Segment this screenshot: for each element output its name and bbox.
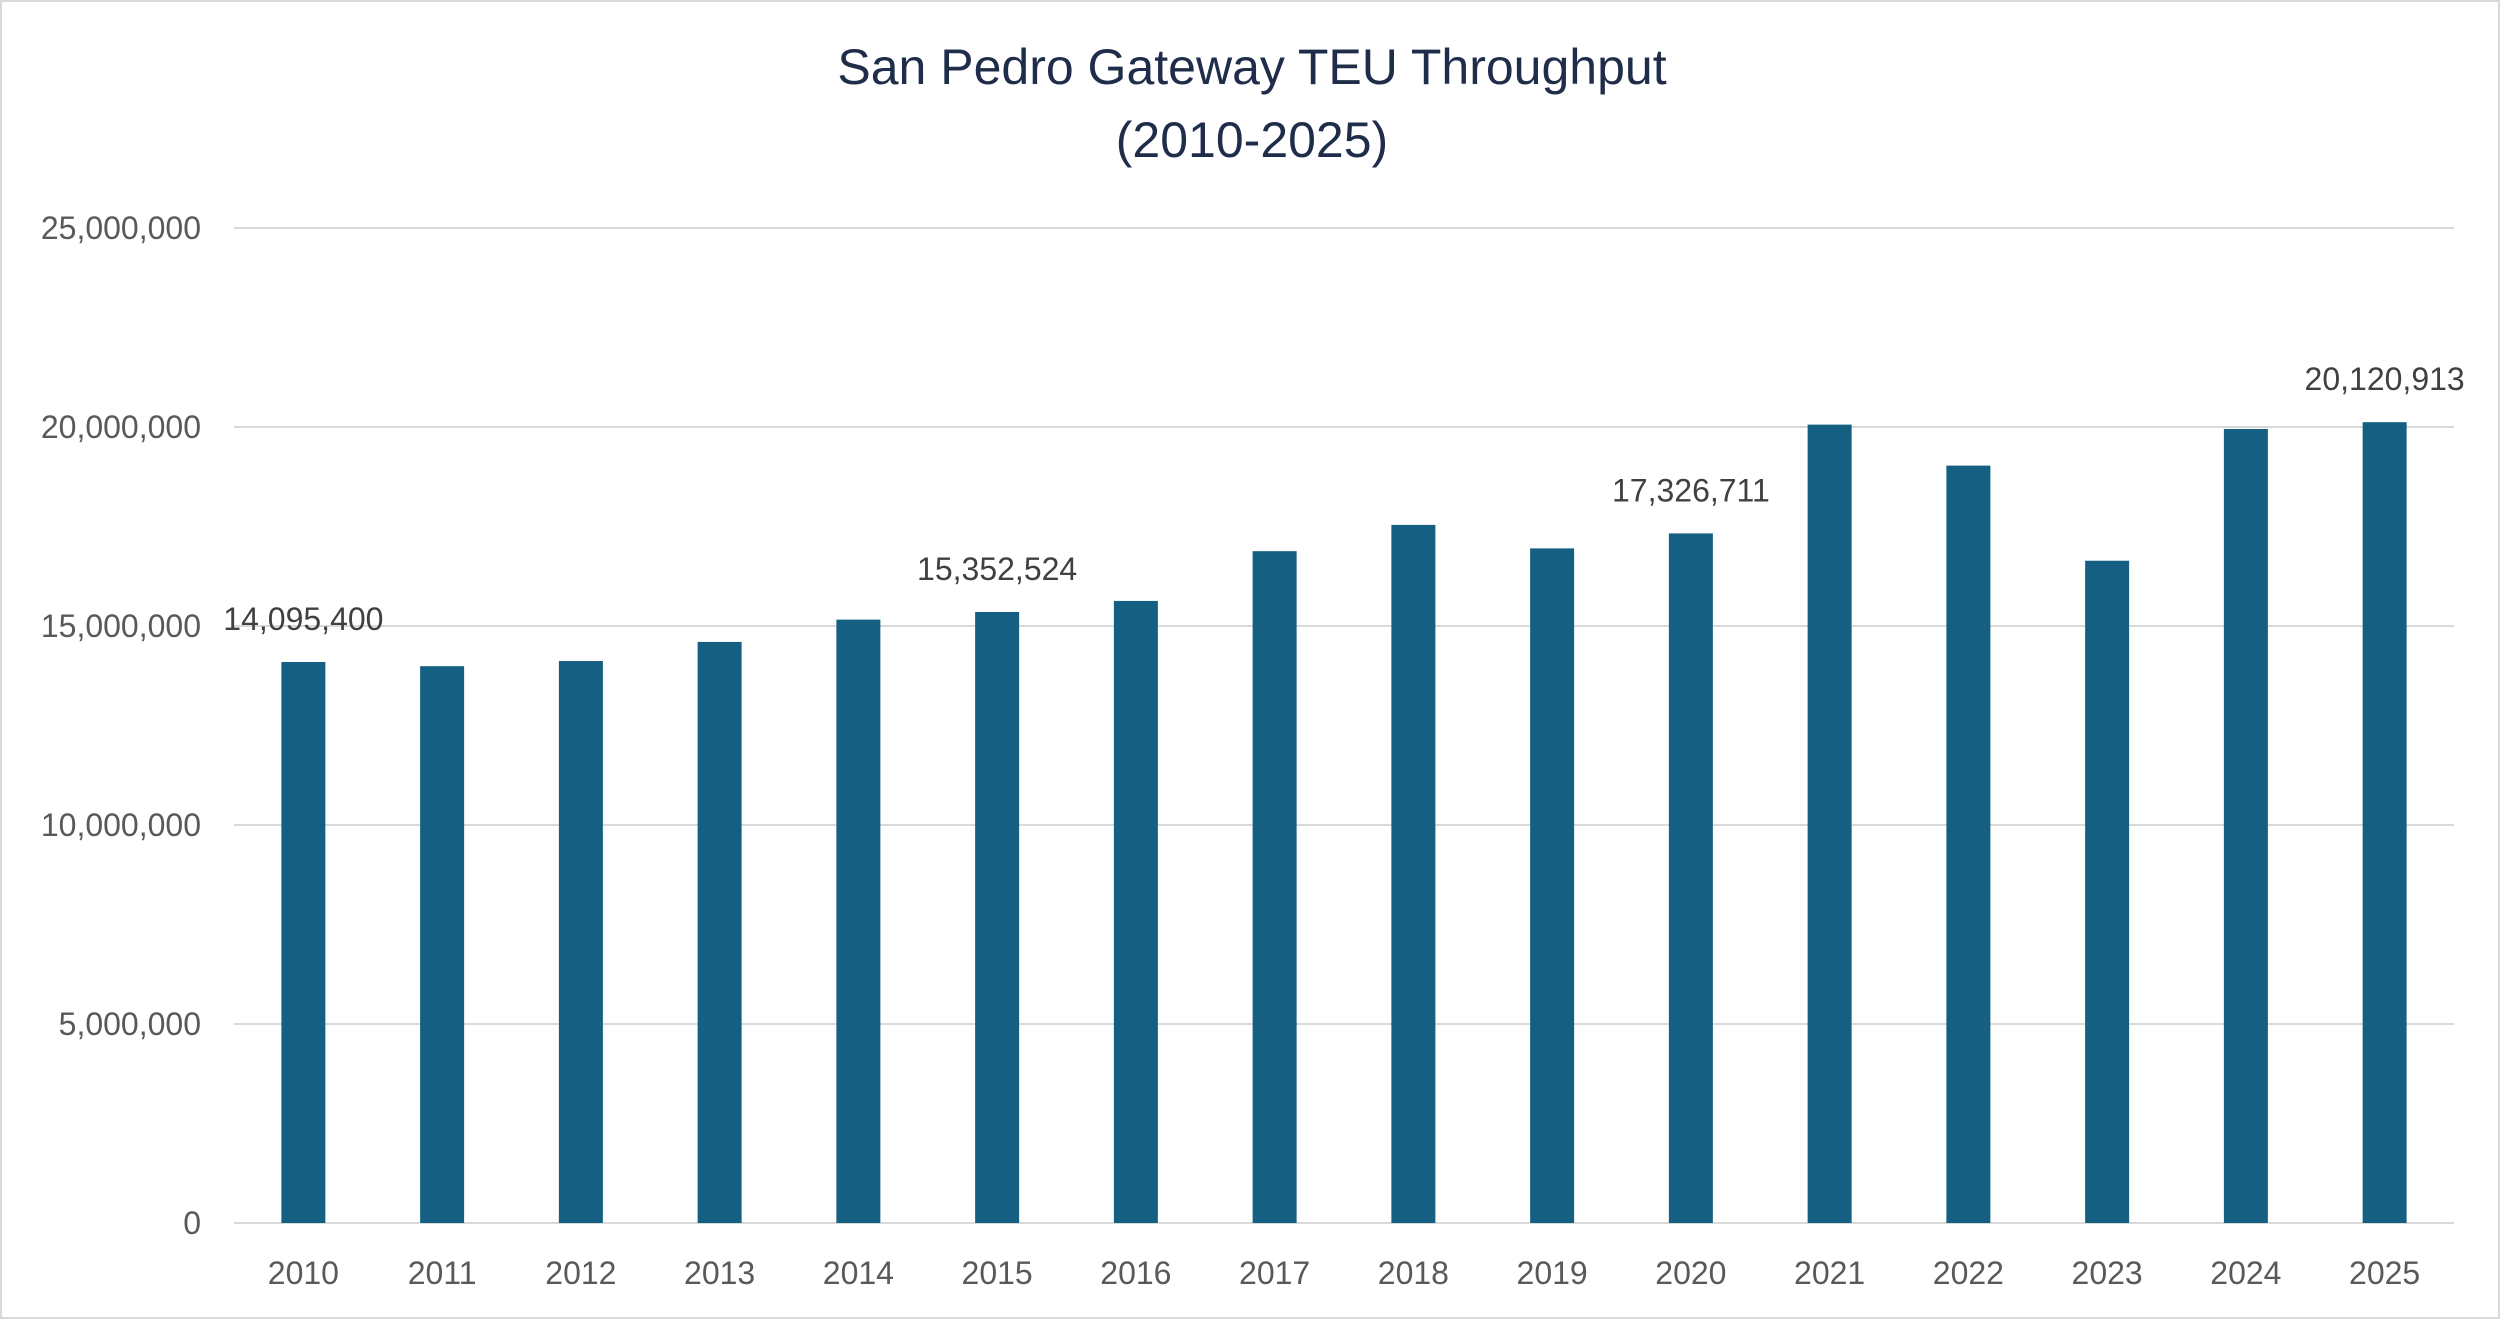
x-tick-label: 2019 [1517,1255,1588,1291]
bar-2010 [281,662,326,1223]
x-tick-label: 2022 [1933,1255,2004,1291]
y-tick-label: 5,000,000 [59,1006,201,1042]
bar-2025 [2362,422,2407,1224]
bar-2022 [1946,465,1991,1224]
bar-2011 [420,666,465,1223]
x-tick-label: 2020 [1655,1255,1726,1291]
chart-title-line-2: (2010-2025) [1116,112,1388,168]
bar-2021 [1807,424,1852,1223]
x-tick-label: 2024 [2210,1255,2281,1291]
y-tick-label: 15,000,000 [41,608,201,644]
x-tick-label: 2016 [1100,1255,1171,1291]
bar-2018 [1391,524,1436,1223]
bar-2023 [2085,560,2130,1223]
data-label: 14,095,400 [223,601,383,637]
gridlines [234,227,2454,1224]
x-tick-label: 2014 [823,1255,894,1291]
x-tick-label: 2013 [684,1255,755,1291]
y-tick-label: 10,000,000 [41,807,201,843]
bars [281,422,2407,1224]
bar-2016 [1113,600,1158,1223]
chart-title-line-1: San Pedro Gateway TEU Throughput [837,39,1666,95]
bar-2024 [2223,428,2268,1223]
y-tick-label: 20,000,000 [41,409,201,445]
data-label: 15,352,524 [917,551,1077,587]
bar-2017 [1252,551,1297,1223]
x-tick-label: 2010 [268,1255,339,1291]
y-axis-tick-labels: 0 5,000,000 10,000,000 15,000,000 20,000,000… [41,210,201,1241]
data-label: 17,326,711 [1612,472,1770,508]
data-labels: 14,095,400 15,352,524 17,326,711 20,120,913 [223,361,2464,637]
x-tick-label: 2025 [2349,1255,2420,1291]
x-tick-label: 2017 [1239,1255,1310,1291]
y-tick-label: 25,000,000 [41,210,201,246]
y-tick-label: 0 [183,1205,201,1241]
data-label: 20,120,913 [2305,361,2465,397]
x-tick-label: 2021 [1794,1255,1865,1291]
bar-2020 [1668,533,1713,1223]
x-tick-label: 2015 [962,1255,1033,1291]
x-tick-label: 2012 [545,1255,616,1291]
x-axis-tick-labels: 2010 2011 2012 2013 2014 2015 2016 2017 2018 2019… [268,1255,2420,1291]
bar-2014 [836,619,881,1223]
x-tick-label: 2023 [2072,1255,2143,1291]
bar-2013 [697,641,742,1223]
x-tick-label: 2018 [1378,1255,1449,1291]
bar-2015 [975,611,1020,1223]
chart-title: San Pedro Gateway TEU Throughput (2010-2… [837,39,1666,168]
bar-2012 [558,661,603,1223]
x-tick-label: 2011 [408,1255,477,1291]
bar-2019 [1530,548,1575,1223]
